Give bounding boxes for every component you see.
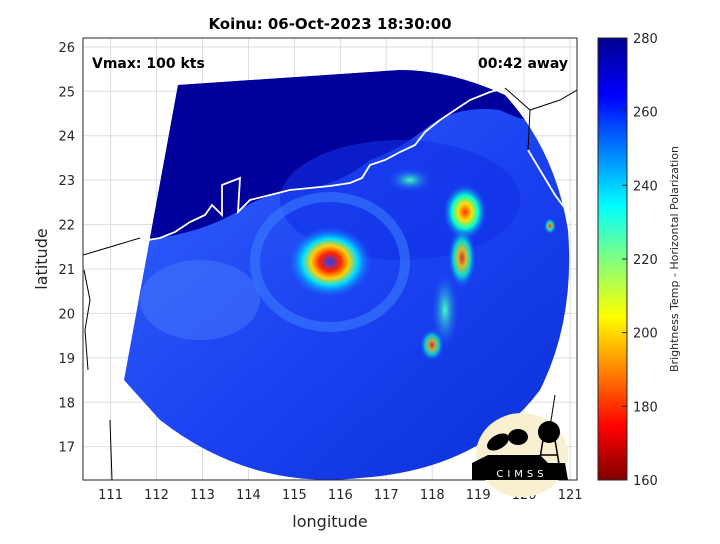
swath-image <box>124 70 570 480</box>
y-tick-label: 21 <box>58 263 75 278</box>
colorbar-tick-label: 220 <box>633 253 658 268</box>
colorbar-tick-label: 200 <box>633 327 658 342</box>
time-label: 00:42 away <box>478 56 568 72</box>
colorbar-label: Brightness Temp - Horizontal Polarizatio… <box>668 146 681 372</box>
x-tick-label: 118 <box>420 488 445 503</box>
y-tick-label: 19 <box>58 352 75 367</box>
y-tick-label: 26 <box>58 41 75 56</box>
y-tick-label: 22 <box>58 219 75 234</box>
x-tick-labels: 111112113114115116117118119120121 <box>98 488 582 503</box>
x-tick-label: 121 <box>558 488 583 503</box>
y-tick-label: 25 <box>58 85 75 100</box>
colorbar-tick-label: 160 <box>633 474 658 489</box>
y-axis-label: latitude <box>32 228 51 289</box>
x-tick-label: 114 <box>236 488 261 503</box>
colorbar-tick-label: 240 <box>633 179 658 194</box>
x-tick-label: 115 <box>282 488 307 503</box>
vmax-label: Vmax: 100 kts <box>92 56 205 72</box>
x-tick-label: 112 <box>144 488 169 503</box>
x-tick-label: 111 <box>98 488 123 503</box>
colorbar-tick-label: 280 <box>633 32 658 47</box>
y-tick-labels: 17 18 19 20 21 22 23 24 25 26 <box>58 41 75 456</box>
y-tick-label: 18 <box>58 396 75 411</box>
plot-title: Koinu: 06-Oct-2023 18:30:00 <box>208 15 451 33</box>
y-tick-label: 23 <box>58 174 75 189</box>
y-tick-label: 17 <box>58 441 75 456</box>
colorbar-tick-label: 260 <box>633 106 658 121</box>
colorbar-ticks: 160 180 200 220 240 260 280 <box>622 32 658 489</box>
coastline-black <box>83 87 577 480</box>
coastline-east <box>527 149 576 231</box>
coastline <box>147 87 506 241</box>
x-tick-label: 117 <box>374 488 399 503</box>
x-tick-label: 119 <box>466 488 491 503</box>
colorbar-tick-label: 180 <box>633 400 658 415</box>
axes-box <box>82 37 578 481</box>
x-tick-label: 116 <box>328 488 353 503</box>
cimss-logo: CIMSS <box>472 413 568 497</box>
y-tick-label: 20 <box>58 307 75 322</box>
x-axis-label: longitude <box>292 512 367 531</box>
logo-text: CIMSS <box>496 469 547 480</box>
x-tick-label: 113 <box>190 488 215 503</box>
y-tick-label: 24 <box>58 130 75 145</box>
